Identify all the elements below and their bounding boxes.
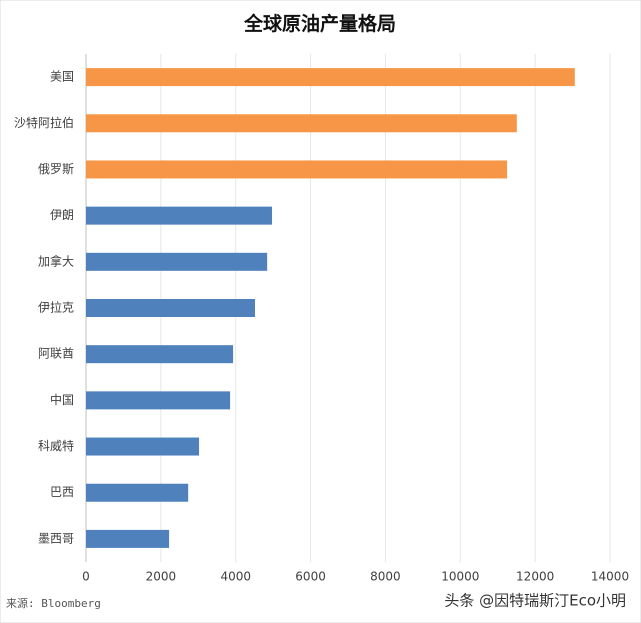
bar <box>86 299 255 317</box>
x-tick-label: 2000 <box>146 570 177 584</box>
y-tick-label: 俄罗斯 <box>38 162 74 176</box>
bar <box>86 529 170 548</box>
y-tick-label: 沙特阿拉伯 <box>14 115 74 130</box>
bar <box>86 483 189 502</box>
x-tick-label: 4000 <box>220 570 251 584</box>
y-tick-label: 科威特 <box>38 438 74 453</box>
y-tick-label: 巴西 <box>50 485 74 499</box>
y-tick-label: 加拿大 <box>38 253 74 268</box>
x-tick-label: 8000 <box>370 570 401 584</box>
x-tick-label: 12000 <box>516 570 554 584</box>
source-note: 来源: Bloomberg <box>6 596 101 610</box>
x-tick-label: 14000 <box>591 570 629 584</box>
bar <box>86 160 508 179</box>
x-tick-label: 6000 <box>295 570 326 584</box>
bar <box>86 68 575 87</box>
y-tick-label: 中国 <box>50 392 74 407</box>
watermark: 头条 @因特瑞斯汀Eco小明 <box>444 592 626 610</box>
y-tick-label: 伊朗 <box>50 208 74 222</box>
y-tick-label: 阿联酋 <box>38 346 74 361</box>
y-tick-label: 美国 <box>50 70 74 84</box>
chart-title: 全球原油产量格局 <box>243 12 396 35</box>
bar <box>86 391 231 410</box>
bar <box>86 345 234 364</box>
x-tick-label: 10000 <box>441 570 479 584</box>
bar <box>86 114 517 133</box>
bar <box>86 252 268 271</box>
bar <box>86 206 273 225</box>
x-tick-label: 0 <box>82 570 90 584</box>
bar <box>86 437 200 456</box>
y-tick-label: 伊拉克 <box>38 300 74 315</box>
y-tick-label: 墨西哥 <box>38 531 74 545</box>
